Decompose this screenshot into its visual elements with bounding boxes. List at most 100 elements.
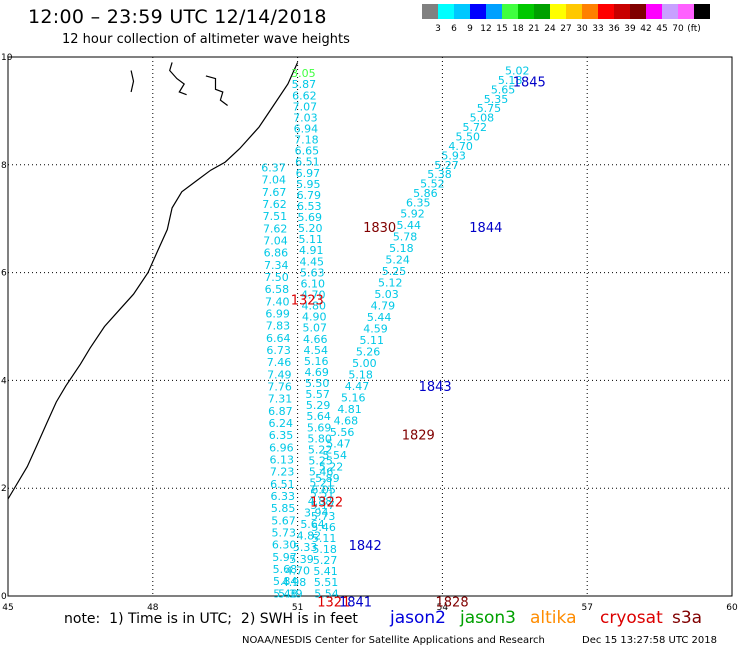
y-tick-label: 4 [1,376,7,386]
wave-height-value: 4.91 [299,244,324,257]
wave-height-value: 7.46 [267,356,292,369]
credit-line: NOAA/NESDIS Center for Satellite Applica… [242,635,545,646]
wave-height-value: 5.86 [413,187,438,200]
footnote: note: 1) Time is in UTC; 2) SWH is in fe… [64,611,358,627]
wave-height-value: 7.62 [262,198,287,211]
y-tick-label: 10 [1,53,13,63]
pass-time-label: 1321 [317,595,350,610]
wave-height-value: 5.95 [296,178,321,191]
wave-height-value: 5.85 [271,502,296,515]
wave-height-value: 6.13 [269,453,294,466]
colorbar-label: 21 [528,24,540,34]
wave-height-value: 4.47 [345,380,370,393]
colorbar-swatch [566,4,582,19]
x-tick-label: 60 [726,603,738,613]
wave-height-value: 5.51 [310,488,335,501]
wave-height-value: 5.89 [315,472,340,485]
wave-height-value: 4.82 [297,530,322,543]
wave-height-value: 5.56 [330,426,355,439]
y-tick-label: 0 [1,592,7,602]
wave-height-value: 5.25 [382,265,407,278]
colorbar-swatch [502,4,518,19]
wave-height-value: 4.90 [302,311,327,324]
wave-height-value: 5.64 [306,410,331,423]
colorbar-swatch [422,4,438,19]
generated-timestamp: Dec 15 13:27:58 UTC 2018 [582,635,717,646]
wave-height-value: 5.92 [400,207,425,220]
legend-jason2: jason2 [390,608,446,628]
wave-height-value: 4.98 [282,576,307,589]
chart-title: 12:00 – 23:59 UTC 12/14/2018 [28,6,327,28]
wave-height-value: 4.70 [301,289,326,302]
wave-height-value: 5.18 [348,369,373,382]
wave-height-value: 5.80 [307,432,332,445]
wave-height-value: 6.51 [295,156,320,169]
wave-height-value: 5.18 [498,74,523,87]
wave-height-value: 7.31 [268,393,293,406]
wave-height-value: 5.46 [309,466,334,479]
wave-height-value: 5.54 [323,449,348,462]
wave-height-value: 3.94 [304,507,329,520]
colorbar-label: (ft) [687,24,701,34]
wave-height-value: 6.37 [261,161,286,174]
wave-height-value: 7.03 [293,111,318,124]
wave-height-value: 6.86 [264,247,289,260]
wave-height-value: 4.45 [300,255,325,268]
wave-height-value: 5.22 [319,461,344,474]
wave-height-value: 5.68 [273,563,298,576]
wave-height-value: 7.23 [270,466,295,479]
wave-height-value: 5.54 [314,587,339,600]
wave-height-value: 4.59 [363,322,388,335]
wave-height-value: 5.39 [278,587,303,600]
wave-height-value: 5.44 [367,311,392,324]
wave-height-value: 7.67 [262,186,287,199]
colorbar-swatch [662,4,678,19]
pass-time-label: 1828 [436,595,469,610]
island-outline [205,75,228,106]
wave-height-value: 7.04 [263,234,288,247]
pass-time-label: 1843 [419,380,452,395]
colorbar-label: 3 [435,24,441,34]
wave-height-value: 5.20 [298,222,323,235]
wave-height-value: 5.39 [289,553,314,566]
legend-s3a: s3a [672,608,703,628]
island-outline [169,62,187,96]
wave-height-value: 5.35 [484,93,509,106]
wave-height-value: 5.27 [313,554,338,567]
wave-height-value: 6.96 [269,441,294,454]
wave-height-value: 7.76 [267,380,292,393]
wave-height-value: 6.35 [269,429,294,442]
colorbar-label: 70 [672,24,684,34]
wave-height-value: 5.08 [470,112,495,125]
wave-height-value: 5.38 [427,168,452,181]
pass-time-label: 1323 [291,294,324,309]
wave-height-value: 4.80 [301,300,326,313]
wave-height-value: 6.79 [297,189,322,202]
wave-height-value: 5.51 [314,576,339,589]
pass-time-label: 1841 [339,595,372,610]
wave-height-value: 5.65 [491,83,516,96]
wave-height-value: 4.66 [303,333,328,346]
wave-height-value: 6.10 [301,277,326,290]
wave-height-value: 6.97 [296,167,321,180]
wave-height-value: 5.11 [299,233,324,246]
colorbar-swatch [534,4,550,19]
wave-height-value: 5.72 [463,121,488,134]
wave-height-value: 5.07 [302,322,327,335]
wave-height-value: 5.27 [434,159,459,172]
wave-height-value: 6.53 [297,200,322,213]
colorbar-label: 45 [656,24,668,34]
pass-time-label: 1322 [310,496,343,511]
plot-frame [7,56,733,597]
wave-height-value: 7.50 [264,271,289,284]
colorbar-swatch [550,4,566,19]
wave-height-value: 5.03 [374,288,399,301]
wave-height-value: 5.11 [312,532,337,545]
y-tick-label: 2 [1,484,7,494]
wave-height-value: 5.64 [300,518,325,531]
wave-height-value: 5.25 [308,455,333,468]
wave-height-value: 5.69 [307,421,332,434]
wave-height-value: 5.78 [393,230,418,243]
pass-time-label: 1844 [469,221,502,236]
wave-height-value: 5.73 [311,510,336,523]
